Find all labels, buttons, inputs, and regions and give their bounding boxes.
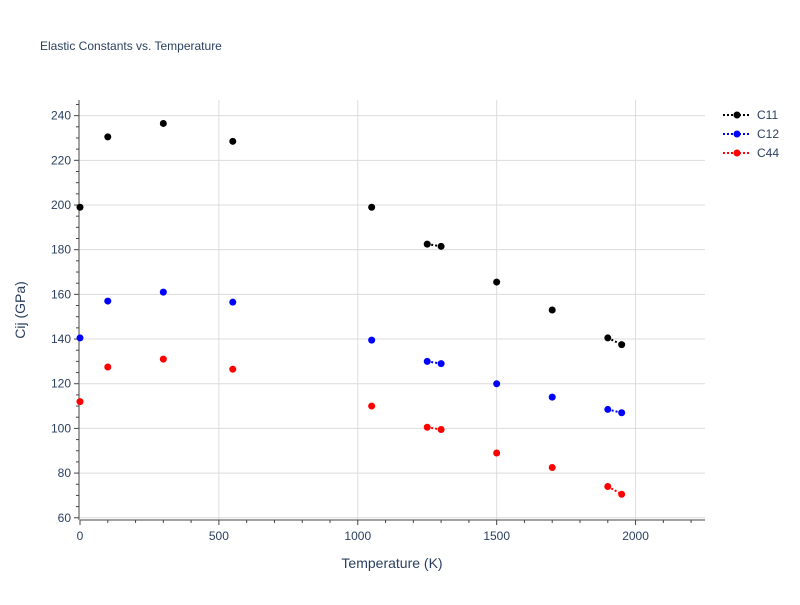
data-point[interactable] bbox=[229, 137, 237, 145]
data-point[interactable] bbox=[437, 360, 445, 368]
y-tick-label: 100 bbox=[51, 421, 71, 435]
legend-item-c11[interactable]: C11 bbox=[723, 108, 778, 122]
data-point[interactable] bbox=[548, 393, 556, 401]
x-tick-label: 1000 bbox=[344, 529, 371, 543]
y-tick-label: 160 bbox=[51, 287, 71, 301]
data-point[interactable] bbox=[618, 409, 626, 417]
data-point[interactable] bbox=[104, 363, 112, 371]
y-tick-label: 200 bbox=[51, 198, 71, 212]
data-point[interactable] bbox=[437, 426, 445, 434]
data-point[interactable] bbox=[76, 334, 84, 342]
x-axis-title: Temperature (K) bbox=[341, 555, 442, 571]
data-point[interactable] bbox=[604, 405, 612, 413]
y-tick-label: 240 bbox=[51, 109, 71, 123]
legend-item-c12[interactable]: C12 bbox=[723, 127, 779, 141]
legend-label: C12 bbox=[757, 127, 779, 141]
data-point[interactable] bbox=[423, 240, 431, 248]
x-tick-label: 500 bbox=[209, 529, 229, 543]
data-point[interactable] bbox=[437, 242, 445, 250]
series-c44 bbox=[76, 355, 626, 498]
data-point[interactable] bbox=[618, 490, 626, 498]
legend-marker bbox=[733, 111, 741, 119]
data-point[interactable] bbox=[493, 449, 501, 457]
y-tick-label: 60 bbox=[58, 511, 72, 525]
data-point[interactable] bbox=[548, 464, 556, 471]
series-c12 bbox=[76, 288, 626, 417]
x-tick-label: 1500 bbox=[483, 529, 510, 543]
data-point[interactable] bbox=[368, 402, 376, 410]
series-c11 bbox=[76, 119, 626, 349]
data-point[interactable] bbox=[548, 306, 556, 314]
y-tick-label: 140 bbox=[51, 332, 71, 346]
data-point[interactable] bbox=[604, 334, 612, 342]
legend-marker bbox=[733, 149, 741, 157]
data-point[interactable] bbox=[368, 203, 376, 211]
grid bbox=[80, 100, 705, 520]
legend-item-c44[interactable]: C44 bbox=[723, 146, 779, 160]
y-tick-label: 80 bbox=[58, 466, 72, 480]
data-point[interactable] bbox=[368, 336, 376, 344]
chart-title: Elastic Constants vs. Temperature bbox=[40, 39, 222, 53]
x-tick-label: 2000 bbox=[622, 529, 649, 543]
legend-label: C44 bbox=[757, 146, 779, 160]
data-point[interactable] bbox=[229, 365, 237, 373]
y-axis-title: Cij (GPa) bbox=[12, 281, 28, 339]
data-point[interactable] bbox=[618, 341, 626, 349]
data-point[interactable] bbox=[493, 278, 501, 286]
y-tick-label: 120 bbox=[51, 377, 71, 391]
data-point[interactable] bbox=[159, 119, 167, 127]
data-point[interactable] bbox=[159, 355, 167, 363]
data-point[interactable] bbox=[76, 203, 84, 211]
data-point[interactable] bbox=[493, 380, 501, 388]
legend[interactable]: C11 C12 C44 bbox=[723, 108, 779, 160]
data-point[interactable] bbox=[423, 357, 431, 365]
data-point[interactable] bbox=[423, 423, 431, 431]
legend-label: C11 bbox=[757, 108, 778, 122]
data-point[interactable] bbox=[76, 398, 84, 406]
axes: 0 500 1000 1500 2000 60 80 100 120 140 160 180 200 22… bbox=[51, 100, 705, 543]
legend-marker bbox=[733, 130, 741, 138]
y-tick-label: 180 bbox=[51, 243, 71, 257]
x-tick-label: 0 bbox=[77, 529, 84, 543]
data-point[interactable] bbox=[104, 133, 112, 141]
data-point[interactable] bbox=[604, 482, 612, 490]
y-tick-label: 220 bbox=[51, 153, 71, 167]
data-point[interactable] bbox=[159, 288, 167, 296]
data-point[interactable] bbox=[104, 297, 112, 305]
data-point[interactable] bbox=[229, 298, 237, 306]
plot-area bbox=[76, 119, 626, 498]
